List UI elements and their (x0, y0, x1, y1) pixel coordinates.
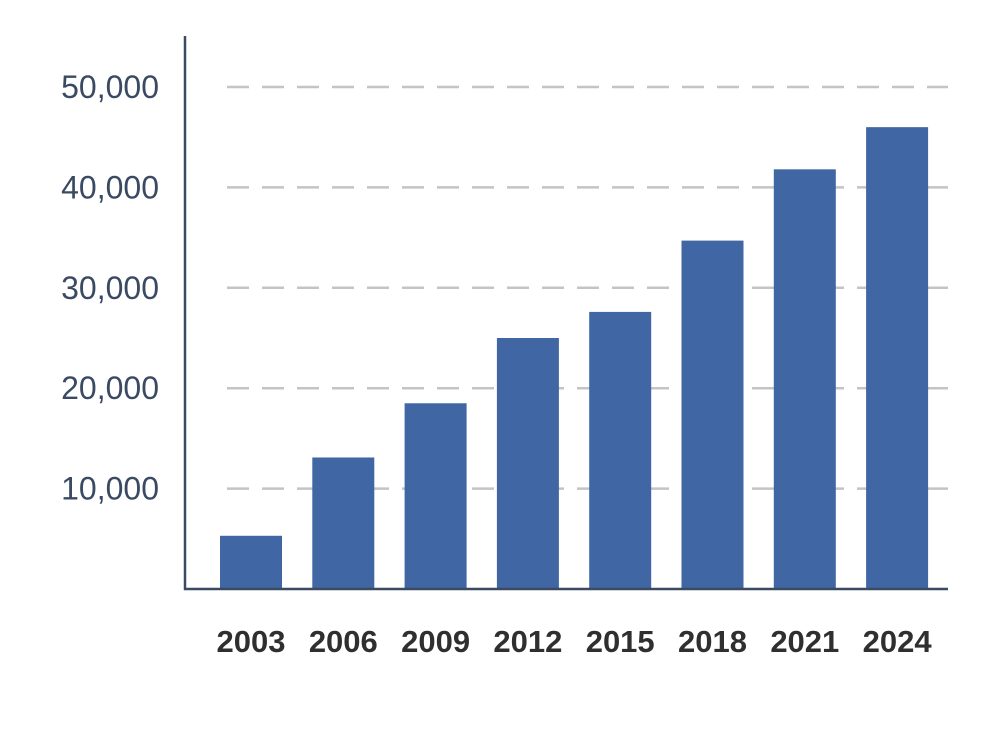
bars (220, 127, 929, 589)
x-tick-label: 2021 (770, 624, 839, 659)
bar-2024 (866, 127, 929, 589)
x-tick-label: 2009 (401, 624, 470, 659)
bar-2018 (681, 240, 744, 589)
y-tick-label: 20,000 (61, 370, 159, 406)
gridlines (227, 85, 948, 490)
y-tick-label: 50,000 (61, 69, 159, 105)
bar-2009 (404, 403, 467, 589)
y-tick-label: 10,000 (61, 471, 159, 507)
x-tick-labels: 2003 2006 2009 2012 2015 2018 2021 2024 (217, 624, 933, 659)
bar-2021 (773, 169, 836, 589)
x-tick-label: 2024 (863, 624, 933, 659)
bar-2012 (496, 338, 559, 589)
bar-2006 (312, 457, 375, 589)
x-tick-label: 2003 (217, 624, 286, 659)
bar-2003 (220, 535, 282, 589)
x-tick-label: 2018 (678, 624, 747, 659)
x-tick-label: 2012 (493, 624, 562, 659)
bar-2015 (589, 311, 652, 589)
y-tick-label: 30,000 (61, 270, 159, 306)
axes (183, 36, 948, 591)
y-tick-label: 40,000 (61, 169, 159, 205)
x-tick-label: 2006 (309, 624, 378, 659)
y-tick-labels: 10,000 20,000 30,000 40,000 50,000 (61, 69, 159, 507)
x-tick-label: 2015 (586, 624, 655, 659)
